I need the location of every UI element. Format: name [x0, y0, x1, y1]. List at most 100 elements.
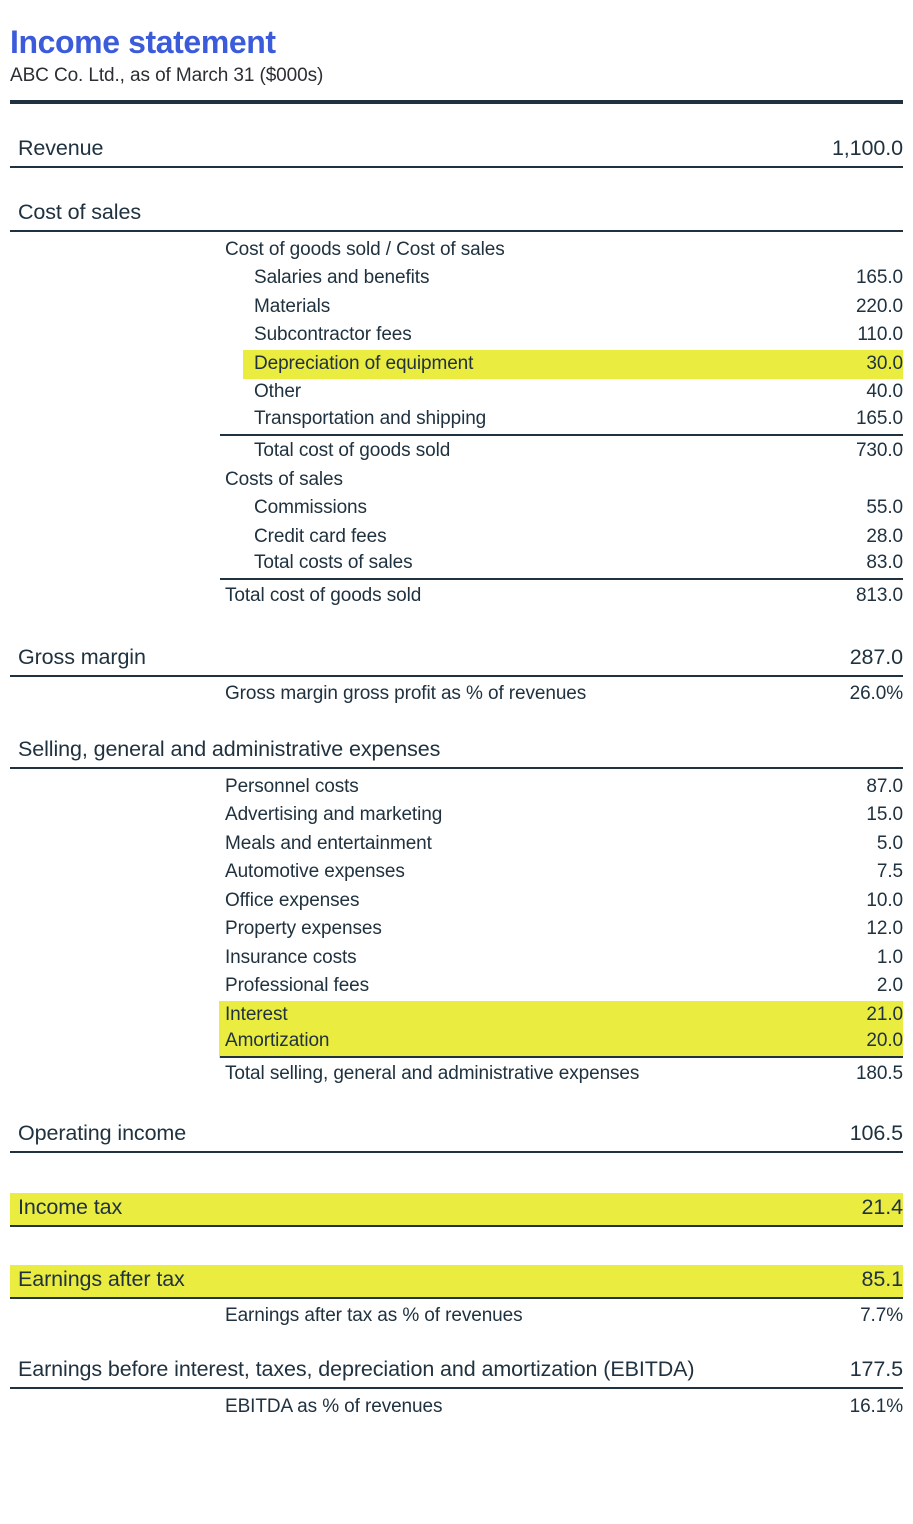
row-label: Personnel costs: [225, 775, 359, 797]
row-value: 110.0: [857, 324, 903, 346]
row-value: 1,100.0: [831, 136, 903, 161]
row-value: 55.0: [866, 497, 903, 519]
row-label: Automotive expenses: [225, 861, 405, 883]
statement-row: Transportation and shipping 165.0: [10, 407, 903, 436]
row-label: Insurance costs: [225, 946, 357, 968]
statement-row: Materials 220.0: [10, 293, 903, 322]
row-label: Selling, general and administrative expe…: [18, 737, 441, 762]
row-value: 7.5: [876, 861, 903, 883]
statement-row: Earnings after tax as % of revenues 7.7%: [10, 1303, 903, 1332]
row-label: Total selling, general and administrativ…: [225, 1062, 640, 1084]
row-value: 21.0: [866, 1003, 903, 1025]
statement-row: Total costs of sales 83.0: [10, 552, 903, 581]
statement-row: Salaries and benefits 165.0: [10, 265, 903, 294]
statement-row: Earnings after tax 85.1: [10, 1264, 904, 1299]
row-label: Earnings before interest, taxes, depreci…: [18, 1357, 695, 1382]
row-label: Operating income: [18, 1120, 187, 1145]
row-label: Professional fees: [225, 975, 370, 997]
statement-row: Other 40.0: [10, 379, 903, 408]
statement-row: Automotive expenses 7.5: [10, 859, 903, 888]
row-value: 26.0%: [849, 683, 903, 705]
row-label: Other: [254, 381, 302, 403]
row-label: Amortization: [225, 1030, 330, 1052]
row-value: 10.0: [866, 889, 903, 911]
row-label: Advertising and marketing: [225, 804, 443, 826]
row-label: Cost of goods sold / Cost of sales: [225, 238, 505, 260]
row-value: 7.7%: [860, 1305, 903, 1327]
row-label: Total costs of sales: [254, 552, 413, 574]
page-title: Income statement: [10, 24, 276, 60]
row-value: 287.0: [849, 644, 903, 669]
statement-row: Gross margin 287.0: [10, 643, 903, 677]
statement-row: Total cost of goods sold 730.0: [10, 438, 903, 467]
row-value: 177.5: [849, 1357, 903, 1382]
statement-rows: Revenue 1,100.0 Cost of sales Cost of goods…: [10, 134, 903, 1422]
row-label: Gross margin: [18, 644, 146, 669]
row-value: 87.0: [866, 775, 903, 797]
row-value: 40.0: [866, 381, 903, 403]
statement-row: Personnel costs 87.0: [10, 773, 903, 802]
row-value: 30.0: [866, 352, 903, 374]
statement-row: Cost of goods sold / Cost of sales: [10, 236, 903, 265]
row-label: Meals and entertainment: [225, 832, 432, 854]
row-value: 83.0: [866, 552, 903, 574]
statement-row: Interest 21.0: [10, 1001, 903, 1030]
row-label: Depreciation of equipment: [254, 352, 474, 374]
row-value: 813.0: [855, 584, 903, 606]
row-value: 5.0: [876, 832, 903, 854]
row-label: Office expenses: [225, 889, 360, 911]
statement-row: Amortization 20.0: [10, 1029, 903, 1059]
statement-row: Insurance costs 1.0: [10, 944, 903, 973]
row-value: 21.4: [861, 1194, 904, 1219]
statement-row: Operating income 106.5: [10, 1119, 903, 1153]
statement-row: Revenue 1,100.0: [10, 134, 903, 168]
row-value: 180.5: [855, 1062, 903, 1084]
statement-row: Professional fees 2.0: [10, 973, 903, 1002]
row-label: Materials: [254, 295, 331, 317]
row-label: Gross margin gross profit as % of revenu…: [225, 683, 587, 705]
statement-row: Income tax 21.4: [10, 1192, 904, 1227]
row-value: 106.5: [849, 1120, 903, 1145]
row-label: Commissions: [254, 497, 367, 519]
row-label: Income tax: [18, 1194, 123, 1219]
statement-row: Advertising and marketing 15.0: [10, 802, 903, 831]
page-subtitle: ABC Co. Ltd., as of March 31 ($000s): [10, 65, 324, 86]
row-value: 730.0: [855, 440, 903, 462]
statement-row: Depreciation of equipment 30.0: [10, 350, 903, 379]
statement-row: Commissions 55.0: [10, 495, 903, 524]
row-value: 12.0: [866, 918, 903, 940]
row-label: Revenue: [18, 136, 104, 161]
row-label: Subcontractor fees: [254, 324, 412, 346]
statement-row: Total selling, general and administrativ…: [10, 1060, 903, 1089]
row-value: 15.0: [866, 804, 903, 826]
row-value: 165.0: [855, 267, 903, 289]
row-label: Earnings after tax: [18, 1266, 185, 1291]
row-value: 16.1%: [849, 1395, 903, 1417]
row-label: Transportation and shipping: [254, 407, 487, 429]
row-label: Earnings after tax as % of revenues: [225, 1305, 523, 1327]
row-label: Total cost of goods sold: [254, 440, 451, 462]
row-label: EBITDA as % of revenues: [225, 1395, 443, 1417]
row-value: 20.0: [866, 1030, 903, 1052]
row-value: 2.0: [876, 975, 903, 997]
statement-row: Property expenses 12.0: [10, 916, 903, 945]
statement-row: Costs of sales: [10, 466, 903, 495]
statement-row: Credit card fees 28.0: [10, 523, 903, 552]
statement-row: EBITDA as % of revenues 16.1%: [10, 1393, 903, 1422]
row-label: Cost of sales: [18, 200, 141, 225]
row-label: Property expenses: [225, 918, 382, 940]
statement-row: Cost of sales: [10, 198, 903, 232]
statement-row: Office expenses 10.0: [10, 887, 903, 916]
row-value: 28.0: [866, 525, 903, 547]
statement-row: Meals and entertainment 5.0: [10, 830, 903, 859]
statement-row: Earnings before interest, taxes, depreci…: [10, 1355, 903, 1389]
row-value: 165.0: [855, 407, 903, 429]
row-label: Credit card fees: [254, 525, 387, 547]
row-value: 85.1: [861, 1266, 904, 1291]
statement-row: Total cost of goods sold 813.0: [10, 582, 903, 611]
statement-row: Selling, general and administrative expe…: [10, 735, 903, 769]
row-value: 1.0: [876, 946, 903, 968]
statement-row: Subcontractor fees 110.0: [10, 322, 903, 351]
row-label: Total cost of goods sold: [225, 584, 422, 606]
